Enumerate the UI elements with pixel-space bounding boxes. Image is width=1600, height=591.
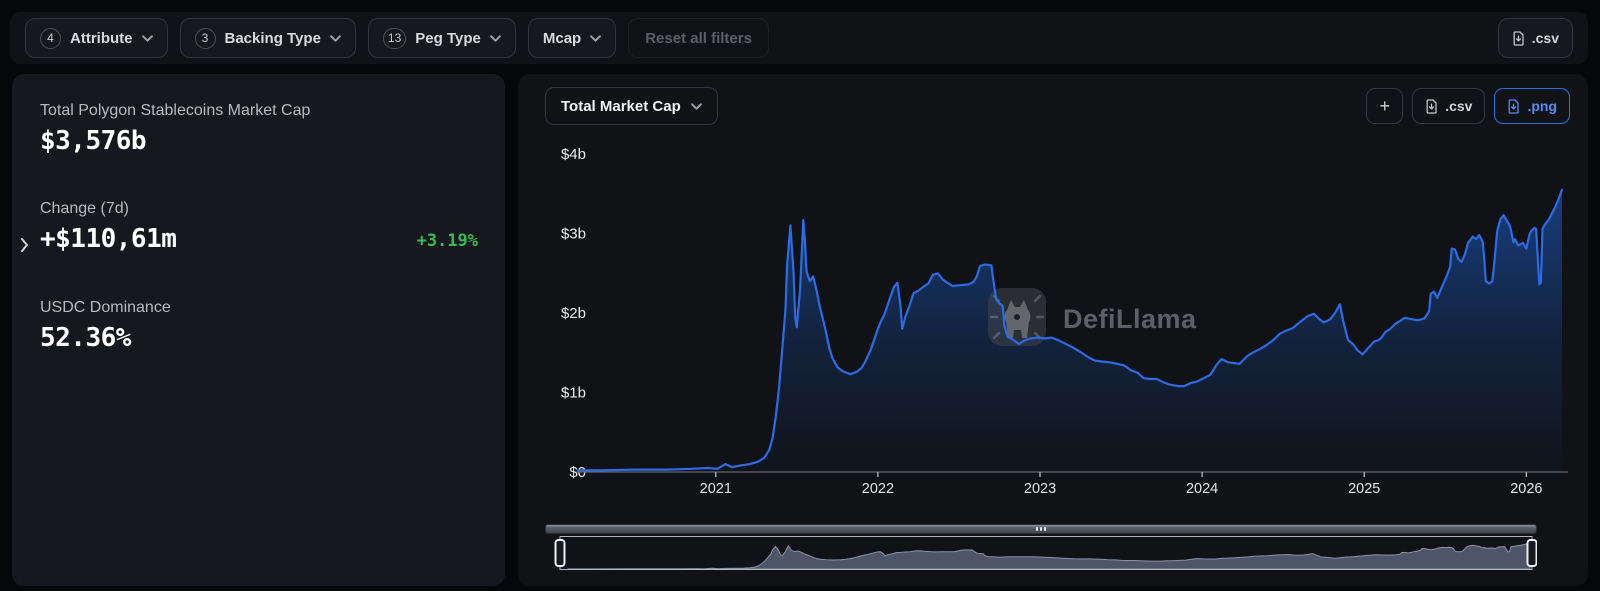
filter-label: Backing Type (224, 29, 321, 47)
filter-count-badge: 13 (382, 27, 407, 49)
filter-label: Mcap (542, 29, 582, 47)
navigator-right-handle[interactable] (1526, 539, 1537, 567)
usdc-dominance-value: 52.36% (40, 323, 131, 353)
filter-backing-type[interactable]: 3 Backing Type (179, 18, 356, 58)
download-file-icon (1426, 98, 1437, 114)
y-axis-label: $3b (561, 226, 586, 243)
csv-label: .csv (1445, 98, 1473, 114)
mcap-label: Total Polygon Stablecoins Market Cap (40, 102, 311, 119)
range-navigator[interactable] (545, 535, 1537, 585)
csv-label: .csv (1531, 30, 1559, 46)
y-axis-label: $2b (561, 305, 586, 322)
market-cap-area (578, 189, 1562, 473)
toolbar-csv-button[interactable]: .csv (1497, 18, 1573, 58)
png-label: .png (1527, 98, 1557, 114)
chart-csv-button[interactable]: .csv (1412, 88, 1486, 124)
filter-peg-type[interactable]: 13 Peg Type (367, 18, 516, 58)
reset-all-filters-button[interactable]: Reset all filters (628, 18, 769, 58)
filter-label: Peg Type (415, 29, 481, 47)
usdc-dominance-label: USDC Dominance (40, 299, 171, 316)
chevron-down-icon (141, 34, 153, 42)
chart-panel: Total Market Cap + .csv .p (518, 74, 1588, 586)
chart-header: Total Market Cap + .csv .p (518, 74, 1588, 138)
chart-scrollbar[interactable] (545, 524, 1537, 534)
x-axis-label: 2022 (862, 481, 894, 497)
chevron-down-icon (690, 102, 702, 110)
download-file-icon (1513, 30, 1524, 46)
market-cap-line (576, 188, 1564, 472)
svg-text:DefiLlama: DefiLlama (1063, 304, 1197, 334)
scrollbar-grip-icon[interactable] (1036, 527, 1046, 531)
navigator-area (567, 542, 1531, 570)
defillama-watermark: DefiLlama (988, 288, 1197, 346)
x-axis-label: 2026 (1510, 481, 1542, 497)
x-axis-label: 2024 (1186, 481, 1218, 497)
y-axis-label: $4b (561, 146, 586, 163)
expand-chevron-icon[interactable] (20, 238, 30, 252)
filters-toolbar: 4 Attribute 3 Backing Type 13 Peg Type M… (10, 12, 1588, 64)
navigator-left-handle[interactable] (554, 539, 566, 567)
stats-panel: Total Polygon Stablecoins Market Cap $3,… (12, 74, 505, 586)
metric-select-dropdown[interactable]: Total Market Cap (545, 87, 718, 125)
filter-mcap[interactable]: Mcap (527, 18, 617, 58)
download-file-icon (1509, 98, 1520, 114)
filter-count-badge: 4 (40, 27, 61, 49)
chart-actions: + .csv .png (1366, 88, 1570, 124)
change-7d-percent: +3.19% (416, 231, 478, 251)
y-axis-label: $1b (561, 385, 586, 402)
mcap-value: $3,576b (40, 126, 147, 156)
chevron-down-icon (489, 34, 501, 42)
add-chart-button[interactable]: + (1366, 88, 1404, 124)
filter-count-badge: 3 (194, 27, 216, 49)
chevron-down-icon (330, 34, 341, 42)
metric-select-label: Total Market Cap (561, 97, 681, 115)
x-axis-label: 2021 (700, 481, 732, 497)
x-axis-label: 2023 (1024, 481, 1056, 497)
chevron-down-icon (590, 34, 602, 42)
filter-attribute[interactable]: 4 Attribute (25, 18, 168, 58)
chart-png-button[interactable]: .png (1494, 88, 1570, 124)
filter-label: Attribute (70, 29, 133, 47)
change-7d-label: Change (7d) (40, 200, 129, 217)
x-axis-label: 2025 (1348, 481, 1380, 497)
change-7d-value: +$110,61m (40, 224, 177, 254)
